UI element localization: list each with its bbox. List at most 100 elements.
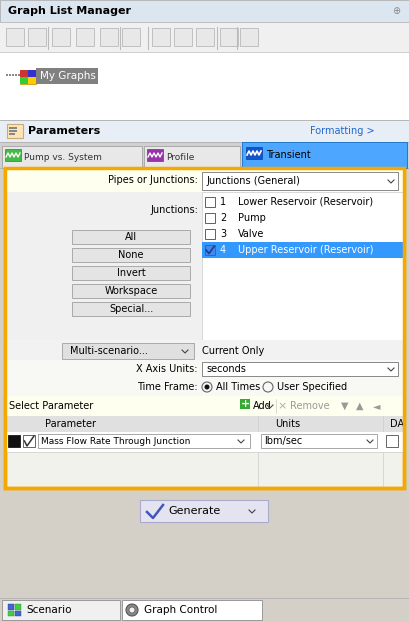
Bar: [2, 146, 142, 168]
Text: Mass Flow Rate Through Junction: Mass Flow Rate Through Junction: [41, 437, 190, 445]
Bar: [0, 120, 409, 142]
Bar: [205, 197, 215, 207]
Bar: [5, 378, 404, 396]
Text: Graph Control: Graph Control: [144, 605, 217, 615]
Text: Scenario: Scenario: [26, 605, 72, 615]
Text: Invert: Invert: [117, 268, 145, 278]
Bar: [5, 168, 404, 488]
Bar: [20, 77, 28, 84]
Bar: [5, 416, 404, 432]
Circle shape: [204, 384, 209, 389]
Text: All Times: All Times: [216, 382, 260, 392]
Text: Remove: Remove: [290, 401, 330, 411]
Bar: [147, 149, 163, 161]
Bar: [196, 28, 214, 46]
Text: ▼: ▼: [341, 401, 349, 411]
Bar: [5, 396, 404, 416]
Bar: [0, 22, 409, 52]
Circle shape: [263, 382, 273, 392]
Bar: [2, 600, 120, 620]
Bar: [6, 28, 24, 46]
Text: Parameters: Parameters: [28, 126, 100, 136]
Bar: [202, 242, 404, 258]
Bar: [20, 70, 28, 77]
Bar: [386, 435, 398, 447]
Bar: [261, 434, 377, 448]
Text: Junctions:: Junctions:: [150, 205, 198, 215]
Bar: [72, 284, 190, 298]
Bar: [152, 28, 170, 46]
Bar: [9, 74, 11, 75]
Bar: [8, 604, 14, 610]
Bar: [205, 213, 215, 223]
Text: Units: Units: [275, 419, 300, 429]
Bar: [140, 500, 268, 522]
Bar: [15, 74, 16, 75]
Text: +: +: [240, 399, 249, 409]
Bar: [144, 146, 240, 168]
Bar: [5, 340, 404, 360]
Bar: [205, 229, 215, 239]
Bar: [202, 192, 404, 340]
Bar: [174, 28, 192, 46]
Bar: [36, 68, 98, 84]
Bar: [72, 230, 190, 244]
Bar: [0, 0, 409, 22]
Text: None: None: [118, 250, 144, 260]
Text: Current Only: Current Only: [202, 346, 264, 356]
Bar: [5, 149, 21, 161]
Bar: [5, 192, 404, 340]
Bar: [240, 28, 258, 46]
Bar: [38, 434, 250, 448]
Bar: [122, 600, 262, 620]
Bar: [28, 28, 46, 46]
Bar: [52, 28, 70, 46]
Bar: [205, 245, 215, 255]
Bar: [8, 435, 20, 447]
Bar: [5, 168, 404, 192]
Bar: [202, 172, 398, 190]
Bar: [72, 302, 190, 316]
Text: Generate: Generate: [168, 506, 220, 516]
Text: X Axis Units:: X Axis Units:: [137, 364, 198, 374]
Bar: [9, 133, 15, 134]
Bar: [15, 604, 21, 610]
Bar: [28, 77, 36, 84]
Bar: [240, 399, 250, 409]
Text: ⊕: ⊕: [392, 6, 400, 16]
Text: Lower Reservoir (Reservoir): Lower Reservoir (Reservoir): [238, 197, 373, 207]
Text: Junctions (General): Junctions (General): [206, 176, 300, 186]
Text: Graph List Manager: Graph List Manager: [8, 6, 131, 16]
Bar: [8, 611, 14, 616]
Text: All: All: [125, 232, 137, 242]
Bar: [23, 435, 35, 447]
Bar: [242, 142, 407, 168]
Text: Workspace: Workspace: [104, 286, 157, 296]
Text: 4: 4: [220, 245, 226, 255]
Bar: [220, 28, 238, 46]
Text: 3: 3: [220, 229, 226, 239]
Bar: [76, 28, 94, 46]
Text: Parameter: Parameter: [45, 419, 96, 429]
Bar: [18, 74, 20, 75]
Circle shape: [126, 604, 138, 616]
Text: Add: Add: [253, 401, 272, 411]
Bar: [9, 130, 17, 131]
Text: Profile: Profile: [166, 152, 194, 162]
Text: ◄: ◄: [373, 401, 381, 411]
Text: Time Frame:: Time Frame:: [137, 382, 198, 392]
Bar: [246, 147, 262, 159]
Text: Valve: Valve: [238, 229, 264, 239]
Text: ▲: ▲: [356, 401, 364, 411]
Text: My Graphs: My Graphs: [40, 71, 96, 81]
Text: Pipes or Junctions:: Pipes or Junctions:: [108, 175, 198, 185]
Text: 1: 1: [220, 197, 226, 207]
Bar: [5, 168, 404, 488]
Text: Special...: Special...: [109, 304, 153, 314]
Text: seconds: seconds: [206, 364, 246, 374]
Text: User Specified: User Specified: [277, 382, 347, 392]
Bar: [20, 70, 36, 84]
Bar: [9, 127, 17, 129]
Text: Upper Reservoir (Reservoir): Upper Reservoir (Reservoir): [238, 245, 373, 255]
Bar: [0, 52, 409, 120]
